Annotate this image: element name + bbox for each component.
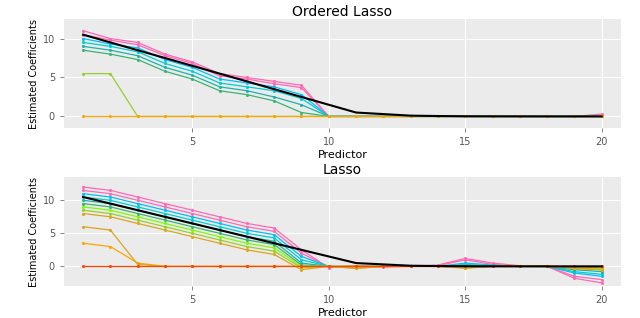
- Title: Lasso: Lasso: [323, 163, 362, 177]
- Y-axis label: Estimated Coefficients: Estimated Coefficients: [29, 177, 38, 287]
- X-axis label: Predictor: Predictor: [317, 308, 367, 318]
- Y-axis label: Estimated Coefficients: Estimated Coefficients: [29, 18, 38, 128]
- X-axis label: Predictor: Predictor: [317, 150, 367, 160]
- Title: Ordered Lasso: Ordered Lasso: [292, 5, 392, 19]
